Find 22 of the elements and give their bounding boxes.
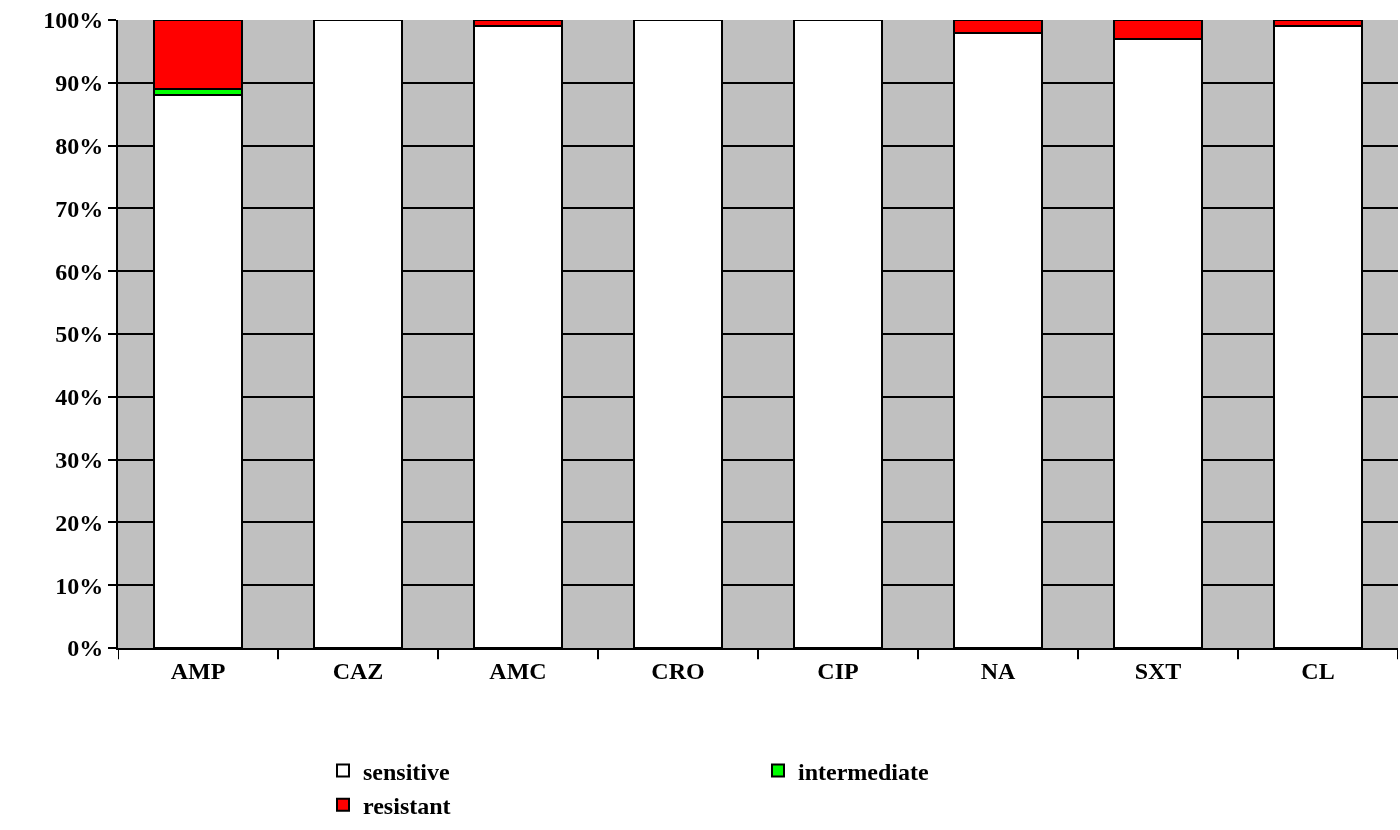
- y-tick-label: 50%: [55, 321, 104, 348]
- x-tick-label: CIP: [817, 657, 859, 684]
- y-tick-label: 30%: [55, 447, 104, 473]
- y-tick-label: 0%: [67, 635, 104, 662]
- legend-label: intermediate: [798, 758, 929, 785]
- y-tick-label: 80%: [55, 133, 104, 159]
- y-tick-label: 100%: [43, 7, 104, 34]
- x-tick-label: NA: [980, 657, 1016, 684]
- x-tick-label: SXT: [1134, 657, 1182, 684]
- y-tick-label: 10%: [55, 572, 104, 599]
- y-tick-label: 20%: [55, 509, 104, 536]
- legend-label: sensitive: [363, 758, 451, 785]
- legend-label: resistant: [363, 793, 451, 820]
- x-tick-label: CAZ: [332, 657, 384, 684]
- y-tick-label: 90%: [55, 70, 104, 97]
- x-tick-label: AMC: [489, 657, 547, 684]
- x-tick-label: CL: [1301, 657, 1335, 684]
- x-tick-label: AMP: [170, 657, 226, 684]
- x-tick-label: CRO: [651, 657, 705, 684]
- y-tick-label: 70%: [55, 195, 104, 222]
- y-tick-label: 40%: [55, 384, 104, 411]
- y-tick-label: 60%: [55, 258, 104, 285]
